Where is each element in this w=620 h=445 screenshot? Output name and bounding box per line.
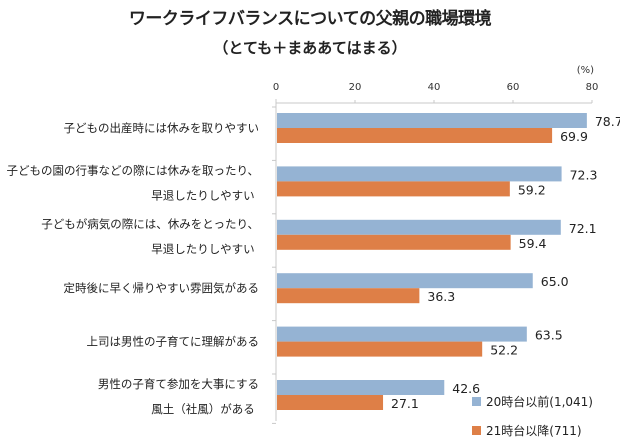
bar <box>277 341 483 357</box>
category-label: 早退したりしやすい <box>151 188 254 202</box>
category-label: 子どもの園の行事などの際には休みを取ったり、 <box>6 163 259 177</box>
data-label: 72.1 <box>569 221 597 236</box>
data-label: 59.2 <box>518 182 546 197</box>
x-tick-label: 20 <box>349 82 362 93</box>
chart-title: ワークライフバランスについての父親の職場環境 <box>128 9 492 29</box>
data-label: 52.2 <box>490 343 518 358</box>
legend-swatch <box>472 397 481 406</box>
category-label: 定時後に早く帰りやすい雰囲気がある <box>64 281 260 295</box>
x-tick-label: 80 <box>586 82 599 93</box>
bar <box>277 326 527 342</box>
category-label: 早退したりしやすい <box>151 242 254 256</box>
category-label: 風土（社風）がある <box>151 402 255 416</box>
data-label: 69.9 <box>560 129 588 144</box>
bar <box>277 234 511 250</box>
data-label: 72.3 <box>570 167 598 182</box>
bar <box>277 288 420 304</box>
chart-subtitle: （とても＋まああてはまる） <box>213 39 407 57</box>
bar <box>277 395 384 410</box>
category-label: 男性の子育て参加を大事にする <box>98 377 259 391</box>
legend-label: 20時台以前(1,041) <box>486 394 593 409</box>
bar <box>277 166 562 182</box>
data-label: 36.3 <box>427 289 455 304</box>
legend-swatch <box>472 426 481 435</box>
data-label: 27.1 <box>391 396 419 411</box>
bar <box>277 128 553 143</box>
category-label: 上司は男性の子育てに理解がある <box>87 335 260 349</box>
unit-label: (%) <box>577 65 594 76</box>
bar <box>277 380 445 395</box>
x-tick-label: 40 <box>428 82 441 93</box>
data-label: 78.7 <box>595 114 620 129</box>
legend-label: 21時台以降(711) <box>486 423 582 438</box>
category-label: 子どもの出産時には休みを取りやすい <box>64 121 260 135</box>
data-label: 42.6 <box>452 381 480 396</box>
bar <box>277 273 533 289</box>
bar <box>277 113 587 128</box>
data-label: 65.0 <box>541 274 569 289</box>
category-label: 子どもが病気の際には、休みをとったり、 <box>41 217 259 231</box>
x-tick-label: 0 <box>273 82 279 93</box>
data-label: 59.4 <box>519 236 547 251</box>
x-tick-label: 60 <box>507 82 520 93</box>
data-label: 63.5 <box>535 328 563 343</box>
bar <box>277 181 510 197</box>
bar <box>277 219 561 235</box>
